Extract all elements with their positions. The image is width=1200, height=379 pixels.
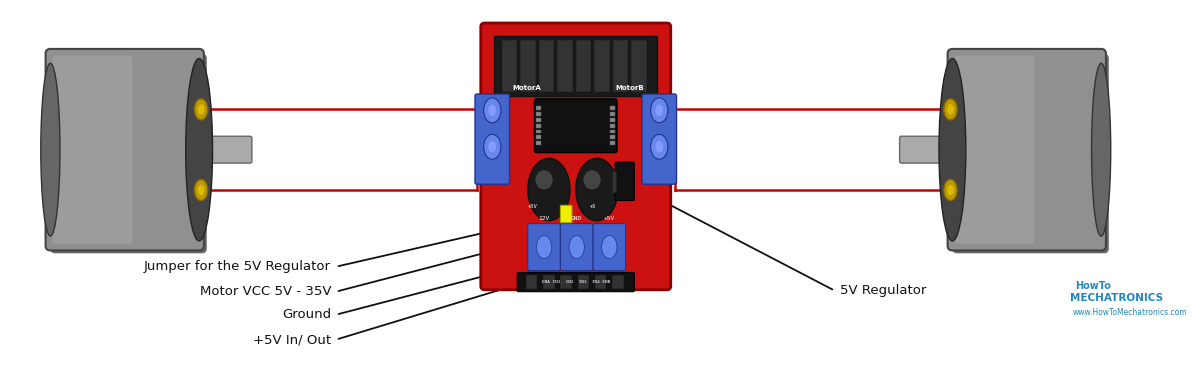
Bar [611, 106, 616, 110]
Ellipse shape [198, 104, 204, 115]
Ellipse shape [947, 104, 954, 115]
Text: +5V: +5V [528, 204, 538, 209]
FancyBboxPatch shape [560, 224, 593, 271]
Ellipse shape [194, 179, 208, 200]
FancyBboxPatch shape [475, 94, 510, 184]
Text: +5: +5 [590, 204, 596, 209]
Bar [576, 40, 592, 92]
Ellipse shape [41, 63, 60, 236]
Bar [613, 40, 629, 92]
Ellipse shape [535, 170, 553, 190]
FancyBboxPatch shape [50, 54, 206, 253]
Ellipse shape [947, 185, 954, 195]
Text: 12V: 12V [539, 216, 550, 221]
FancyBboxPatch shape [560, 205, 572, 222]
Text: Ground: Ground [282, 308, 331, 321]
FancyBboxPatch shape [616, 162, 635, 200]
Text: 5V Regulator: 5V Regulator [840, 284, 926, 297]
Text: Motor VCC 5V - 35V: Motor VCC 5V - 35V [199, 285, 331, 298]
Ellipse shape [943, 99, 958, 120]
Ellipse shape [569, 236, 584, 258]
Text: +5V In/ Out: +5V In/ Out [253, 333, 331, 346]
Ellipse shape [576, 158, 618, 221]
Bar [611, 135, 616, 139]
FancyBboxPatch shape [481, 23, 671, 290]
Bar [536, 130, 541, 133]
Bar [612, 171, 616, 192]
Bar [577, 276, 589, 289]
Ellipse shape [488, 141, 496, 153]
Bar [595, 276, 606, 289]
FancyBboxPatch shape [534, 99, 617, 153]
Ellipse shape [655, 105, 664, 116]
Bar [557, 40, 572, 92]
Bar [611, 130, 616, 133]
Bar [536, 124, 541, 128]
Ellipse shape [938, 58, 966, 241]
Ellipse shape [536, 236, 552, 258]
FancyBboxPatch shape [46, 49, 204, 251]
Text: HowTo: HowTo [1075, 281, 1111, 291]
Bar [494, 36, 658, 96]
Text: MECHATRONICS: MECHATRONICS [1070, 293, 1163, 304]
Ellipse shape [655, 141, 664, 153]
Bar [594, 40, 610, 92]
FancyBboxPatch shape [517, 273, 635, 292]
Bar [611, 118, 616, 122]
Bar [631, 40, 647, 92]
Ellipse shape [186, 58, 212, 241]
Bar [539, 40, 554, 92]
Bar [560, 276, 572, 289]
FancyBboxPatch shape [953, 54, 1109, 253]
Bar [526, 276, 538, 289]
FancyBboxPatch shape [642, 94, 677, 184]
Ellipse shape [198, 185, 204, 195]
Bar [536, 135, 541, 139]
Text: Jumper for the 5V Regulator: Jumper for the 5V Regulator [144, 260, 331, 273]
FancyBboxPatch shape [593, 224, 625, 271]
Bar [544, 276, 554, 289]
FancyBboxPatch shape [954, 56, 1034, 244]
Text: www.HowToMechatronics.com: www.HowToMechatronics.com [1073, 308, 1188, 317]
Ellipse shape [583, 170, 601, 190]
FancyBboxPatch shape [900, 136, 956, 163]
Bar [611, 141, 616, 145]
Bar [536, 112, 541, 116]
Bar [612, 276, 624, 289]
Ellipse shape [488, 105, 496, 116]
FancyBboxPatch shape [53, 56, 132, 244]
Bar [611, 112, 616, 116]
FancyBboxPatch shape [196, 136, 252, 163]
FancyBboxPatch shape [948, 49, 1106, 251]
Text: +5V: +5V [604, 216, 614, 221]
Text: ENA IN1  IN2  IN3  IN4 ENB: ENA IN1 IN2 IN3 IN4 ENB [541, 280, 610, 284]
Bar [521, 40, 536, 92]
Ellipse shape [194, 99, 208, 120]
Ellipse shape [943, 179, 958, 200]
Text: MotorB: MotorB [616, 85, 643, 91]
Bar [611, 124, 616, 128]
Bar [536, 106, 541, 110]
Bar [536, 141, 541, 145]
Ellipse shape [1092, 63, 1111, 236]
Ellipse shape [650, 134, 668, 159]
Ellipse shape [528, 158, 570, 221]
Text: MotorA: MotorA [512, 85, 541, 91]
Bar [502, 40, 517, 92]
Ellipse shape [601, 236, 617, 258]
Bar [536, 118, 541, 122]
Ellipse shape [484, 134, 500, 159]
Ellipse shape [484, 98, 500, 123]
FancyBboxPatch shape [528, 224, 560, 271]
Text: GND: GND [571, 216, 582, 221]
Ellipse shape [650, 98, 668, 123]
